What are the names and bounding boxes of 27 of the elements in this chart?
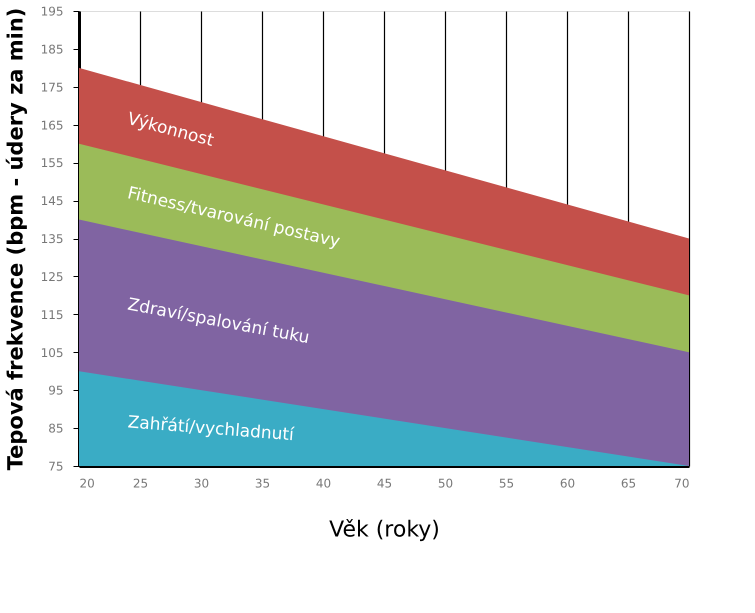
y-tick-label: 105 xyxy=(40,346,64,360)
x-tick-label: 35 xyxy=(254,476,270,490)
x-tick-label: 55 xyxy=(498,476,514,490)
y-axis-title: Tepová frekvence (bpm - údery za min) xyxy=(4,8,28,470)
x-tick-label: 25 xyxy=(132,476,148,490)
y-tick-label: 145 xyxy=(40,194,64,208)
y-tick-label: 95 xyxy=(48,384,64,398)
x-tick-label: 45 xyxy=(376,476,392,490)
x-tick-label: 70 xyxy=(674,476,690,490)
x-tick-label: 50 xyxy=(438,476,454,490)
x-tick-label: 40 xyxy=(316,476,332,490)
y-tick-label: 75 xyxy=(48,460,64,474)
x-tick-label: 30 xyxy=(194,476,210,490)
series-label: Zahřátí/vychladnutí xyxy=(127,412,296,446)
y-tick-label: 175 xyxy=(40,80,64,94)
y-tick-label: 125 xyxy=(40,270,64,284)
x-tick-label: 65 xyxy=(620,476,636,490)
y-tick-label: 85 xyxy=(48,422,64,436)
x-tick-label: 20 xyxy=(80,476,95,490)
y-tick-label: 165 xyxy=(40,118,64,132)
y-tick-label: 185 xyxy=(40,42,64,56)
x-tick-label: 60 xyxy=(560,476,576,490)
y-tick-label: 155 xyxy=(40,156,64,170)
x-axis-title: Věk (roky) xyxy=(329,518,440,542)
y-tick-label: 135 xyxy=(40,232,64,246)
y-tick-label: 195 xyxy=(40,4,64,18)
y-tick-label: 115 xyxy=(40,308,64,322)
